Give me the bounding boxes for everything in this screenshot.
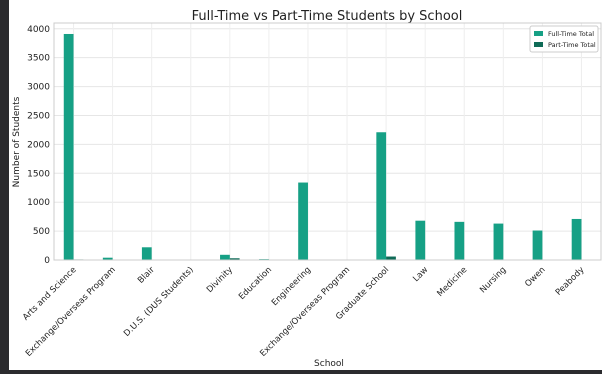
x-tick-label: Blair [136, 265, 157, 286]
legend-box [529, 25, 599, 53]
plot-area-frame [53, 22, 602, 261]
x-tick-label: Owen [523, 265, 547, 289]
legend-swatch [534, 31, 543, 36]
x-tick-label: Education [237, 265, 274, 302]
bar-full-time [415, 220, 426, 260]
x-tick-label: Nursing [478, 265, 508, 295]
bar-full-time [63, 33, 74, 260]
y-tick-label: 2500 [27, 111, 50, 121]
bar-part-time [229, 258, 240, 260]
y-axis-label: Number of Students [12, 96, 22, 187]
x-tick-label: Divinity [205, 265, 235, 295]
bar-full-time [298, 182, 308, 260]
x-tick-label: Engineering [270, 265, 313, 308]
bar-chart: Full-Time vs Part-Time Students by Schoo… [12, 9, 602, 369]
y-tick-label: 1500 [27, 169, 50, 179]
y-tick-label: 0 [44, 256, 50, 266]
legend: Full-Time Total Part-Time Total [529, 25, 599, 53]
y-tick-label: 3000 [27, 83, 50, 93]
legend-label: Part-Time Total [548, 41, 596, 49]
y-tick-label: 1000 [27, 198, 50, 208]
chart-title: Full-Time vs Part-Time Students by Schoo… [192, 9, 463, 24]
bar-full-time [454, 221, 465, 260]
bar-part-time [386, 256, 396, 260]
y-tick-label: 500 [33, 227, 50, 237]
x-tick-label: Peabody [554, 265, 587, 298]
bar-full-time [571, 218, 582, 260]
x-tick-label: D.U.S. (DUS Students) [122, 265, 196, 339]
bar-full-time [532, 230, 543, 260]
bar-full-time [102, 257, 113, 260]
bar-full-time [493, 223, 504, 260]
legend-label: Full-Time Total [548, 30, 594, 38]
y-tick-label: 3500 [27, 54, 50, 64]
x-tick-label: Medicine [435, 265, 469, 299]
y-tick-label: 2000 [27, 140, 50, 150]
bar-full-time [220, 254, 230, 260]
x-axis-label: School [314, 359, 344, 369]
grid-lines [54, 23, 601, 261]
legend-swatch [534, 42, 543, 47]
y-tick-label: 4000 [27, 25, 50, 35]
chart-panel: Full-Time vs Part-Time Students by Schoo… [9, 0, 602, 370]
y-axis-ticks: 0 500 1000 1500 2000 2500 3000 3500 4000 [27, 25, 50, 266]
bar-full-time [141, 247, 152, 260]
bar-full-time [376, 132, 387, 260]
x-tick-label: Law [411, 265, 430, 284]
